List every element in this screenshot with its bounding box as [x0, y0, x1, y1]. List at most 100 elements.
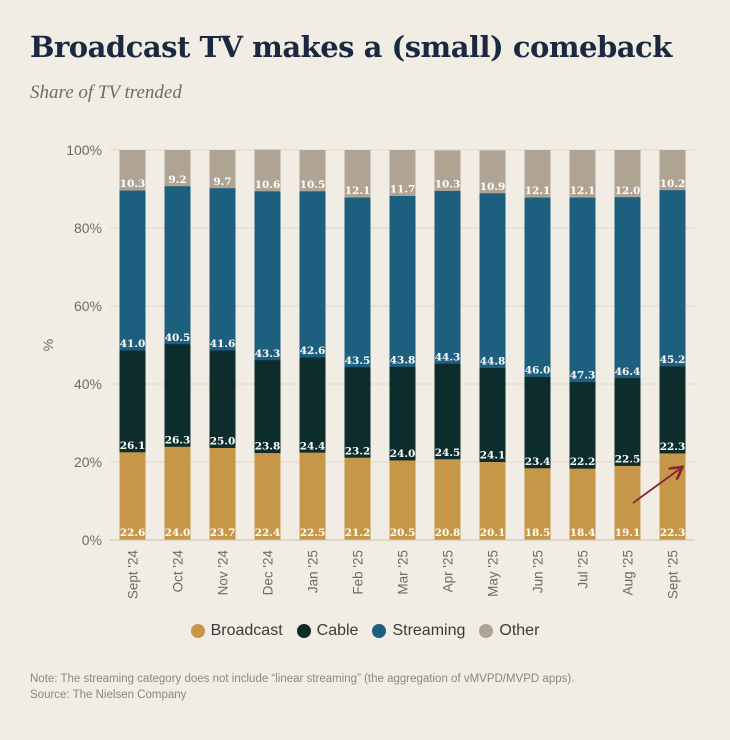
data-label: 41.6 [210, 338, 236, 350]
y-tick-label: 80% [74, 220, 102, 236]
bar-broadcast [479, 461, 506, 541]
bar-streaming [254, 190, 281, 361]
data-label: 25.0 [210, 436, 236, 448]
x-tick-label: May '25 [486, 550, 501, 597]
bar-other [209, 150, 236, 189]
data-label: 22.3 [660, 527, 686, 539]
y-tick-label: 0% [82, 532, 102, 548]
x-tick-label: Jul '25 [576, 550, 591, 589]
data-label: 10.2 [660, 178, 686, 190]
data-label: 18.5 [525, 527, 551, 539]
data-label: 23.2 [345, 445, 371, 457]
bar-cable [569, 381, 596, 469]
data-label: 10.9 [480, 181, 506, 193]
bar-streaming [614, 196, 641, 379]
y-tick-label: 20% [74, 454, 102, 470]
bar-other [614, 150, 641, 198]
bar-streaming [569, 197, 596, 383]
data-label: 46.4 [615, 366, 641, 378]
bar-cable [164, 343, 191, 447]
bar-broadcast [254, 452, 281, 541]
data-label: 24.0 [165, 527, 191, 539]
legend-swatch [296, 624, 311, 638]
data-label: 22.6 [120, 527, 146, 539]
bar-other [569, 150, 596, 198]
bar-cable [524, 376, 551, 469]
bar-streaming [209, 187, 236, 351]
data-label: 12.1 [570, 185, 596, 197]
bar-broadcast [434, 458, 461, 541]
data-label: 23.8 [255, 441, 281, 453]
x-tick-label: Nov '24 [216, 550, 231, 596]
bar-other [164, 150, 191, 187]
bar-cable [119, 350, 146, 453]
data-label: 20.1 [480, 527, 506, 539]
y-axis-label: % [40, 339, 56, 351]
bar-broadcast [344, 457, 371, 541]
bar-cable [389, 366, 416, 461]
data-label: 12.1 [525, 185, 551, 197]
data-label: 22.4 [255, 527, 281, 539]
bar-streaming [119, 190, 146, 351]
bar-cable [254, 359, 281, 454]
chart-subtitle: Share of TV trended [30, 82, 182, 103]
x-tick-label: Aug '25 [621, 550, 636, 595]
legend-swatch [190, 624, 205, 638]
x-tick-label: Jan '25 [306, 550, 321, 593]
bar-streaming [434, 190, 461, 364]
x-tick-label: Sept '25 [666, 550, 681, 599]
bar-streaming [164, 185, 191, 345]
data-label: 43.5 [345, 355, 371, 367]
data-label: 10.3 [120, 178, 146, 190]
data-label: 42.6 [300, 345, 326, 357]
chart-footer: Note: The streaming category does not in… [30, 671, 574, 703]
stacked-bar-chart: 0% 20% 40% 60% 80% 100%% 22.6 26.1 41.0 10.3 Sept … [40, 142, 695, 599]
x-tick-label: Oct '24 [171, 550, 186, 593]
data-label: 44.3 [435, 351, 461, 363]
y-tick-label: 60% [74, 298, 102, 314]
bar-streaming [299, 190, 326, 358]
bar-streaming [389, 195, 416, 367]
legend-swatch [479, 624, 494, 638]
bar-broadcast [524, 467, 551, 541]
x-tick-label: Dec '24 [261, 550, 276, 596]
data-label: 22.5 [615, 454, 641, 466]
data-label: 24.0 [390, 448, 416, 460]
data-label: 43.8 [390, 354, 416, 366]
legend-item-other: Other [479, 622, 539, 640]
bar-broadcast [569, 468, 596, 541]
bar-other [659, 150, 686, 191]
legend-label: Cable [316, 622, 359, 639]
x-tick-label: Feb '25 [351, 550, 366, 595]
bar-other [434, 150, 461, 191]
data-label: 22.2 [570, 456, 596, 468]
y-tick-label: 40% [74, 376, 102, 392]
legend-label: Streaming [392, 622, 466, 639]
bar-cable [209, 350, 236, 448]
data-label: 26.1 [120, 440, 146, 452]
data-label: 47.3 [570, 370, 596, 382]
data-label: 43.3 [255, 348, 281, 360]
data-label: 26.3 [165, 434, 191, 446]
data-label: 22.5 [300, 527, 326, 539]
bar-broadcast [299, 452, 326, 541]
bar-cable [344, 366, 371, 458]
data-label: 22.3 [660, 441, 686, 453]
bar-broadcast [389, 460, 416, 541]
data-label: 41.0 [120, 338, 146, 350]
chart-legend: Broadcast Cable Streaming Other [0, 622, 730, 640]
bar-cable [434, 363, 461, 460]
data-label: 11.7 [390, 184, 416, 196]
legend-item-cable: Cable [296, 622, 359, 640]
data-label: 45.2 [660, 354, 686, 366]
x-tick-label: Apr '25 [441, 550, 456, 592]
data-label: 18.4 [570, 527, 596, 539]
data-label: 12.0 [615, 185, 641, 197]
data-label: 10.5 [300, 179, 326, 191]
data-label: 44.8 [480, 356, 506, 368]
bar-broadcast [614, 465, 641, 541]
bar-cable [659, 366, 686, 454]
chart-title: Broadcast TV makes a (small) comeback [30, 30, 672, 64]
data-label: 20.5 [390, 527, 416, 539]
bar-broadcast [164, 446, 191, 541]
